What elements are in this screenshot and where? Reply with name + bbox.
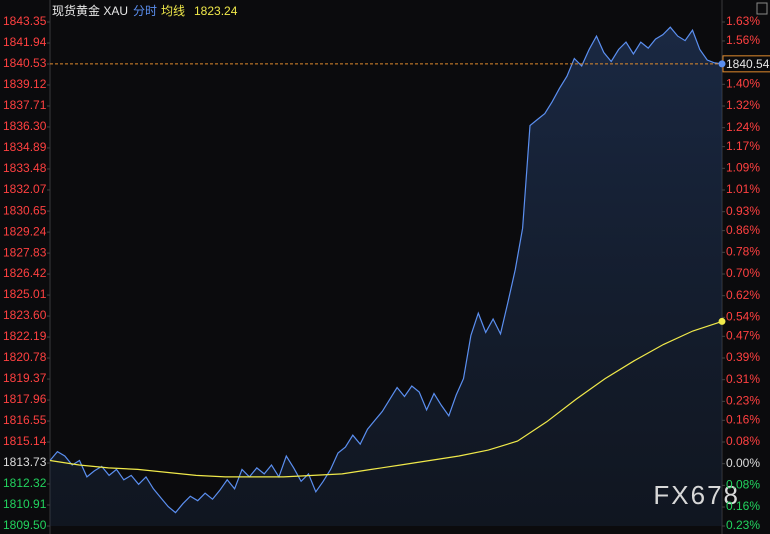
y2-tick-label: 1.63% (726, 14, 760, 28)
y2-tick-label: 0.86% (726, 223, 760, 237)
end-dot (718, 317, 726, 325)
price-line (49, 26, 723, 514)
y-tick-label: 1819.37 (3, 371, 47, 385)
y2-tick-label: 1.56% (726, 33, 760, 47)
y2-tick-label: 0.23% (726, 518, 760, 532)
y-tick-label: 1823.60 (3, 308, 47, 322)
legend-entry: 均线 (161, 4, 185, 18)
end-dot (718, 60, 726, 68)
y-tick-label: 1812.32 (3, 476, 47, 490)
y-tick-label: 1841.94 (3, 35, 47, 49)
y-tick-label: 1832.07 (3, 182, 47, 196)
y2-tick-label: 0.08% (726, 478, 760, 492)
y2-tick-label: 1.24% (726, 120, 760, 134)
average-line (49, 320, 723, 478)
y2-tick-label: 0.31% (726, 372, 760, 386)
y2-tick-label: 1.17% (726, 139, 760, 153)
y-tick-label: 1826.42 (3, 266, 47, 280)
last-price-label: 1840.54 (726, 57, 770, 71)
y2-tick-label: 0.54% (726, 310, 760, 324)
legend-value: 1823.24 (194, 4, 238, 18)
y-tick-label: 1815.14 (3, 434, 47, 448)
y2-tick-label: 0.62% (726, 288, 760, 302)
y-tick-label: 1827.83 (3, 245, 47, 259)
area-layer (50, 27, 722, 526)
y-tick-label: 1834.89 (3, 140, 47, 154)
y-tick-label: 1825.01 (3, 287, 47, 301)
y-tick-label: 1830.65 (3, 203, 47, 217)
y2-tick-label: 0.23% (726, 394, 760, 408)
y2-tick-label: 1.09% (726, 160, 760, 174)
price-area (50, 27, 722, 526)
y-tick-label: 1810.91 (3, 497, 47, 511)
y-tick-label: 1813.73 (3, 455, 47, 469)
y2-tick-label: 0.16% (726, 499, 760, 513)
y-tick-label: 1836.30 (3, 119, 47, 133)
y2-tick-label: 0.16% (726, 412, 760, 426)
y2-tick-label: 1.01% (726, 182, 760, 196)
chart-title: 现货黄金 XAU (52, 3, 128, 18)
y-tick-label: 1820.78 (3, 350, 47, 364)
y-tick-label: 1817.96 (3, 392, 47, 406)
y2-tick-label: 1.40% (726, 76, 760, 90)
y-tick-label: 1839.12 (3, 77, 47, 91)
y2-tick-label: 0.70% (726, 266, 760, 280)
legend-entry: 分时 (133, 4, 157, 18)
y-tick-label: 1822.19 (3, 329, 47, 343)
y2-tick-label: 0.93% (726, 204, 760, 218)
y-tick-label: 1833.48 (3, 161, 47, 175)
y2-tick-label: 0.78% (726, 244, 760, 258)
y-tick-label: 1829.24 (3, 224, 47, 238)
y2-tick-label: 1.32% (726, 98, 760, 112)
toolbar-icon[interactable] (756, 2, 768, 15)
y-tick-label: 1809.50 (3, 518, 47, 532)
y2-tick-label: 0.00% (726, 456, 760, 470)
y2-tick-label: 0.39% (726, 350, 760, 364)
y2-tick-label: 0.08% (726, 434, 760, 448)
y-tick-label: 1816.55 (3, 413, 47, 427)
y-tick-label: 1843.35 (3, 14, 47, 28)
y-tick-label: 1837.71 (3, 98, 47, 112)
y2-tick-label: 0.47% (726, 328, 760, 342)
y-tick-label: 1840.53 (3, 56, 47, 70)
